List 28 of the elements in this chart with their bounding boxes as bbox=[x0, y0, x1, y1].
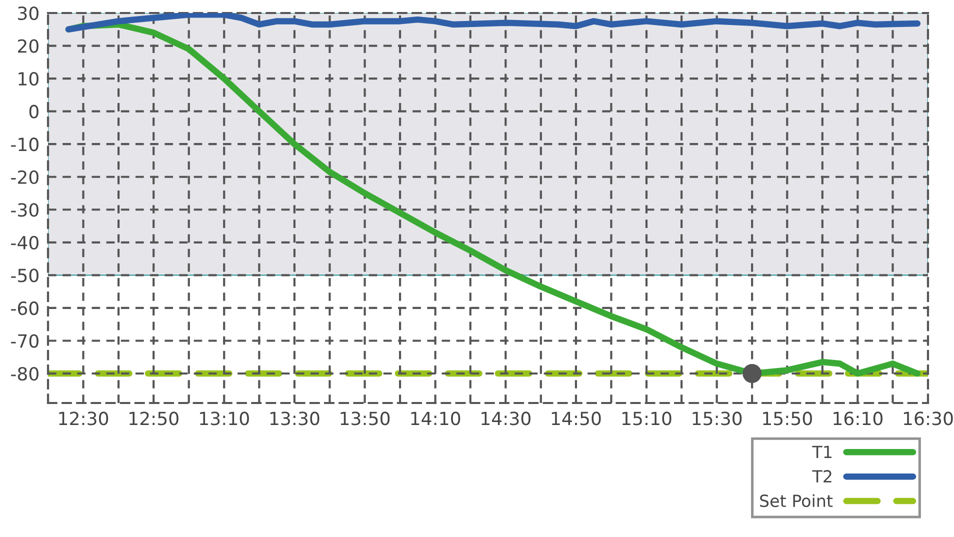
x-tick-label: 14:10 bbox=[411, 412, 460, 426]
x-tick-label: 13:50 bbox=[340, 412, 390, 426]
y-tick-label: -30 bbox=[11, 203, 38, 217]
y-tick-label: -50 bbox=[11, 268, 38, 282]
y-tick-label: 20 bbox=[18, 39, 38, 53]
y-tick-label: -40 bbox=[11, 236, 38, 250]
legend-label: T2 bbox=[812, 470, 832, 482]
x-tick-label: 16:10 bbox=[834, 412, 882, 426]
x-tick-label: 12:30 bbox=[59, 412, 108, 426]
y-tick-label: 0 bbox=[29, 104, 38, 118]
x-tick-label: 13:10 bbox=[200, 412, 249, 426]
y-tick-label: -70 bbox=[11, 334, 38, 348]
x-tick-label: 12:50 bbox=[130, 412, 178, 426]
x-tick-label: 15:50 bbox=[763, 412, 812, 426]
x-tick-label: 14:30 bbox=[482, 412, 530, 426]
x-tick-label: 13:30 bbox=[270, 412, 320, 426]
legend-label: T1 bbox=[812, 446, 832, 458]
x-tick-label: 15:10 bbox=[622, 412, 672, 426]
y-tick-label: -60 bbox=[11, 301, 38, 316]
y-tick-label: -20 bbox=[11, 170, 38, 184]
y-tick-label: -80 bbox=[11, 366, 38, 381]
x-tick-label: 14:50 bbox=[552, 412, 601, 426]
x-tick-label: 16:30 bbox=[904, 412, 953, 426]
y-tick-label: 10 bbox=[18, 72, 38, 86]
y-tick-label: 30 bbox=[18, 6, 38, 20]
x-tick-label: 15:30 bbox=[692, 412, 742, 426]
legend-label: Set Point bbox=[760, 494, 833, 508]
y-tick-label: -10 bbox=[11, 138, 38, 152]
